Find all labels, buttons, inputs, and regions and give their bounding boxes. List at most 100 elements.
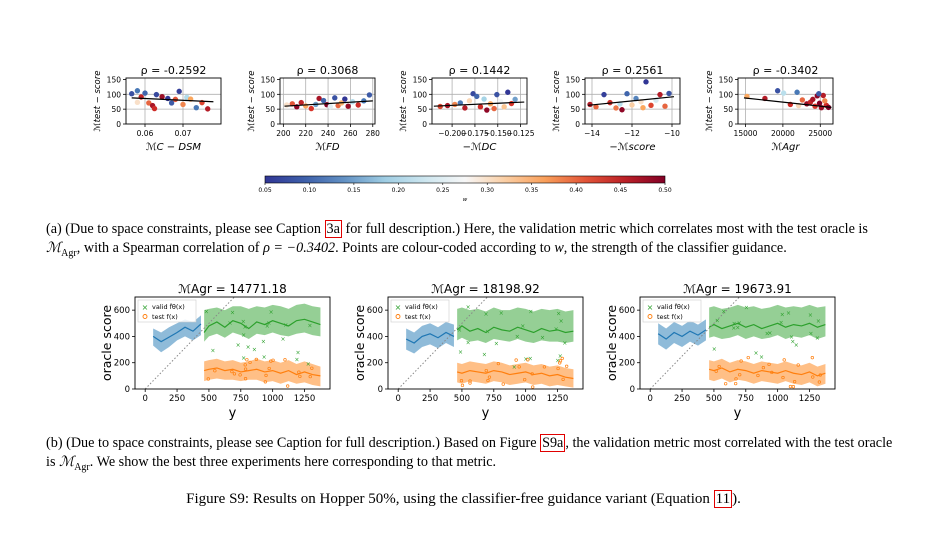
xtick-label: 1250 bbox=[547, 394, 569, 404]
colorbar-tick-label: 0.40 bbox=[569, 187, 583, 194]
scatter-point bbox=[820, 92, 826, 99]
xtick-label: 500 bbox=[454, 394, 470, 404]
axes-frame bbox=[431, 77, 528, 125]
scatter-point bbox=[481, 96, 487, 102]
legend-valid-label: valid f̂θ(x) bbox=[657, 303, 690, 311]
valid-marker: × bbox=[294, 357, 299, 364]
colorbar-tick-label: 0.20 bbox=[392, 187, 406, 194]
test-mean-line bbox=[708, 367, 826, 377]
ytick-label: 600 bbox=[619, 306, 635, 316]
valid-marker: × bbox=[721, 309, 726, 316]
test-marker bbox=[761, 366, 766, 370]
xtick-label: 220 bbox=[299, 129, 314, 138]
train-band bbox=[153, 315, 201, 353]
valid-marker: × bbox=[790, 339, 795, 346]
scatter-point bbox=[640, 104, 646, 111]
caption-ref-eq11[interactable]: 11 bbox=[713, 490, 733, 508]
test-band bbox=[204, 358, 321, 387]
valid-marker: × bbox=[499, 310, 504, 317]
metric-symbol: ℳ bbox=[46, 240, 62, 256]
axes-frame bbox=[737, 77, 834, 125]
valid-marker: × bbox=[528, 355, 533, 362]
test-marker bbox=[542, 365, 547, 369]
scatter-point bbox=[593, 104, 599, 110]
x-axis-label: y bbox=[482, 406, 490, 421]
xtick-label: 0 bbox=[142, 394, 147, 404]
test-marker bbox=[459, 379, 464, 383]
valid-marker: × bbox=[230, 309, 235, 316]
x-axis-label: −ℳDC bbox=[463, 142, 497, 153]
test-marker bbox=[486, 378, 490, 383]
scatter-point bbox=[780, 90, 787, 96]
legend: × valid f̂θ(x) test f(x) bbox=[642, 299, 702, 323]
caption-ref-s9a[interactable]: S9a bbox=[540, 434, 566, 452]
scatter-point bbox=[316, 95, 322, 102]
identity-line bbox=[144, 296, 235, 390]
test-marker bbox=[560, 356, 564, 361]
regression-line bbox=[743, 97, 832, 108]
xtick-label: 0.06 bbox=[137, 129, 154, 138]
legend-box bbox=[137, 299, 197, 323]
scatter-panel-2: 0 50 100 150 200 220 240 260 280 ρ = 0.3068 ℳFD ℳte… bbox=[247, 64, 380, 153]
scatter-point bbox=[205, 106, 211, 112]
x-axis-label: y bbox=[734, 406, 742, 421]
valid-mean-line bbox=[203, 318, 321, 333]
legend: × valid f̂θ(x) test f(x) bbox=[137, 299, 197, 323]
valid-marker: × bbox=[808, 330, 813, 337]
ytick-label: 50 bbox=[417, 105, 427, 114]
caption-b: (b) (Due to space constraints, please se… bbox=[46, 434, 893, 473]
scatter-point bbox=[619, 107, 625, 113]
valid-marker: × bbox=[789, 334, 794, 341]
test-marker bbox=[484, 368, 488, 373]
test-marker bbox=[531, 385, 535, 389]
ytick-label: 50 bbox=[723, 105, 733, 114]
regression-line bbox=[284, 100, 373, 107]
test-marker bbox=[817, 380, 822, 384]
xtick-label: 1250 bbox=[799, 394, 821, 404]
scatter-point bbox=[508, 100, 515, 107]
xtick-label: −10 bbox=[664, 129, 680, 138]
valid-marker: × bbox=[241, 332, 246, 339]
xtick-label: 1000 bbox=[767, 394, 789, 404]
valid-marker: × bbox=[210, 348, 215, 355]
xtick-label: 0 bbox=[647, 394, 652, 404]
xtick-label: −14 bbox=[584, 129, 600, 138]
ytick-label: 0 bbox=[575, 120, 580, 129]
panel-title: ℳAgr = 14771.18 bbox=[178, 282, 287, 296]
ytick-label: 150 bbox=[107, 75, 122, 84]
legend-box bbox=[642, 299, 702, 323]
xtick-label: 750 bbox=[233, 394, 249, 404]
scatter-point bbox=[457, 100, 464, 106]
legend-box bbox=[390, 299, 450, 323]
valid-marker: × bbox=[731, 325, 736, 332]
test-marker bbox=[556, 366, 560, 371]
valid-marker: × bbox=[252, 346, 257, 353]
test-marker bbox=[264, 373, 268, 378]
caption-ref-3a[interactable]: 3a bbox=[324, 220, 342, 238]
ytick-label: 400 bbox=[367, 332, 383, 342]
colorbar-tick-label: 0.25 bbox=[436, 187, 450, 194]
test-marker bbox=[248, 360, 252, 365]
axes-frame bbox=[584, 77, 681, 125]
test-marker bbox=[767, 362, 771, 367]
colorbar-tick-label: 0.50 bbox=[658, 187, 672, 194]
valid-band bbox=[457, 307, 574, 343]
test-marker bbox=[811, 375, 815, 379]
ytick-label: 200 bbox=[367, 359, 383, 369]
xtick-label: −0.125 bbox=[507, 129, 535, 138]
valid-marker: × bbox=[458, 349, 463, 356]
scatter-point bbox=[298, 99, 304, 106]
test-marker bbox=[267, 366, 271, 371]
scatter-point bbox=[303, 103, 309, 109]
rho-value: ρ = −0.3402 bbox=[263, 240, 336, 256]
ytick-label: 150 bbox=[261, 75, 276, 84]
xtick-label: 20000 bbox=[771, 129, 795, 138]
ytick-label: 50 bbox=[265, 105, 275, 114]
valid-marker: × bbox=[241, 355, 246, 362]
valid-marker: × bbox=[515, 334, 520, 341]
test-marker bbox=[310, 366, 314, 370]
valid-marker: × bbox=[779, 320, 784, 327]
panel-title: ρ = -0.2592 bbox=[141, 64, 207, 77]
y-axis-label: oracle score bbox=[352, 305, 367, 381]
valid-marker: × bbox=[786, 310, 791, 317]
